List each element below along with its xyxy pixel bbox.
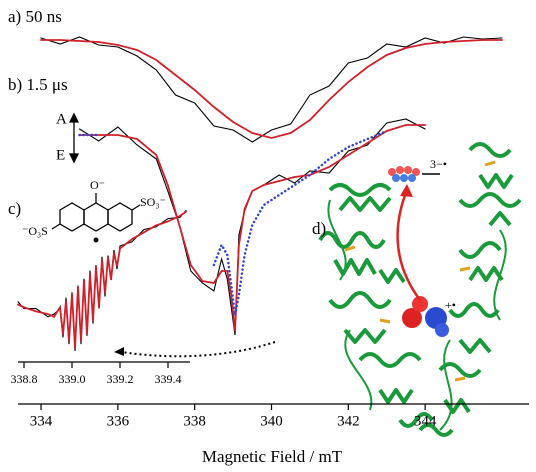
cofactor-markers	[344, 160, 496, 382]
x-tick-label: 334	[30, 413, 53, 429]
x-tick-label: 338.8	[11, 372, 38, 386]
annotation: A	[56, 111, 67, 127]
x-tick-label: 339.2	[107, 372, 134, 386]
molecule-label: O⁻	[90, 178, 105, 192]
x-axis-label: Magnetic Field / mT	[202, 447, 343, 466]
x-tick-label: 342	[337, 413, 360, 429]
x-tick-label: 340	[260, 413, 283, 429]
radical-dot	[93, 237, 99, 243]
panel-title: c)	[8, 199, 21, 218]
x-tick-label: 339.4	[155, 372, 182, 386]
x-tick-label: 339.0	[59, 372, 86, 386]
spectrum-line	[40, 36, 503, 143]
spectrum-line	[78, 124, 426, 332]
protein-structure	[318, 142, 522, 437]
spectrum-line	[78, 129, 388, 316]
radical-pair	[388, 166, 449, 337]
radical-label: 3−•	[430, 157, 447, 171]
panel-title: b) 1.5 μs	[8, 75, 68, 94]
panel-title: a) 50 ns	[8, 7, 62, 26]
panel-label: d)	[312, 219, 326, 238]
molecule-label: ⁻O₃S	[22, 224, 48, 238]
radical-label: +•	[445, 298, 456, 312]
molecule-label: SO₃⁻	[140, 195, 166, 209]
spectrum-line	[40, 39, 503, 139]
spectrum-line	[17, 210, 187, 349]
arrows	[68, 112, 276, 358]
x-tick-label: 336	[107, 413, 130, 429]
annotation: E	[56, 147, 65, 163]
x-tick-label: 344	[414, 413, 437, 429]
molecule	[51, 193, 141, 232]
x-tick-label: 338	[183, 413, 206, 429]
